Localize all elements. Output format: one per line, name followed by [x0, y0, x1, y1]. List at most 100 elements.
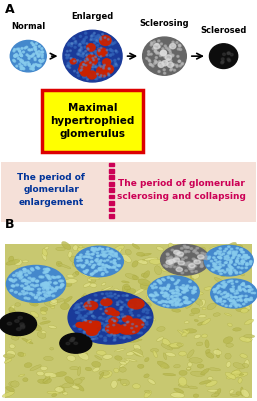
Circle shape — [167, 298, 170, 300]
Ellipse shape — [176, 290, 182, 294]
Circle shape — [170, 43, 176, 49]
Circle shape — [234, 254, 237, 256]
Circle shape — [79, 43, 81, 45]
Ellipse shape — [177, 343, 182, 347]
Circle shape — [127, 336, 130, 338]
Circle shape — [102, 273, 104, 274]
Circle shape — [120, 307, 122, 308]
Circle shape — [38, 288, 41, 290]
Ellipse shape — [236, 392, 241, 395]
Circle shape — [20, 276, 23, 277]
Ellipse shape — [240, 273, 244, 276]
Circle shape — [106, 248, 109, 249]
Circle shape — [102, 251, 104, 253]
Circle shape — [249, 287, 251, 288]
Ellipse shape — [89, 283, 97, 287]
Circle shape — [229, 269, 232, 271]
Circle shape — [95, 51, 97, 53]
Circle shape — [90, 274, 93, 275]
Circle shape — [247, 257, 249, 258]
Circle shape — [103, 298, 106, 300]
Circle shape — [44, 286, 48, 288]
Circle shape — [170, 60, 172, 62]
Ellipse shape — [161, 344, 172, 350]
Ellipse shape — [191, 273, 199, 279]
Ellipse shape — [3, 354, 15, 358]
Circle shape — [100, 269, 103, 271]
Circle shape — [226, 255, 229, 257]
Circle shape — [14, 55, 16, 57]
Circle shape — [188, 262, 190, 263]
Circle shape — [91, 315, 94, 317]
Circle shape — [154, 51, 157, 53]
Circle shape — [122, 316, 124, 318]
Circle shape — [92, 49, 95, 51]
Circle shape — [9, 278, 12, 280]
Ellipse shape — [92, 361, 101, 367]
Circle shape — [170, 260, 173, 262]
Circle shape — [85, 320, 87, 321]
Circle shape — [245, 298, 247, 300]
Ellipse shape — [87, 325, 93, 329]
Circle shape — [33, 285, 36, 287]
Circle shape — [13, 50, 15, 52]
Circle shape — [169, 302, 171, 303]
Circle shape — [176, 295, 179, 297]
Circle shape — [86, 331, 89, 332]
Circle shape — [154, 44, 160, 49]
Circle shape — [97, 67, 99, 69]
Circle shape — [241, 263, 244, 265]
Ellipse shape — [162, 338, 170, 347]
Circle shape — [60, 285, 63, 287]
Ellipse shape — [128, 339, 142, 342]
Circle shape — [158, 40, 160, 42]
Circle shape — [44, 284, 47, 286]
Ellipse shape — [74, 379, 82, 384]
Circle shape — [238, 263, 241, 264]
Circle shape — [242, 288, 244, 290]
Circle shape — [218, 253, 221, 254]
Circle shape — [250, 261, 252, 262]
Circle shape — [86, 58, 88, 59]
Circle shape — [176, 65, 178, 67]
Circle shape — [246, 263, 248, 265]
Circle shape — [116, 302, 118, 303]
Ellipse shape — [114, 245, 124, 252]
Circle shape — [159, 281, 161, 282]
Circle shape — [219, 299, 221, 301]
Circle shape — [95, 338, 98, 339]
Ellipse shape — [169, 343, 183, 348]
Ellipse shape — [193, 394, 199, 397]
Circle shape — [103, 71, 105, 73]
Circle shape — [86, 320, 88, 322]
Circle shape — [67, 56, 69, 58]
Circle shape — [169, 49, 171, 51]
Ellipse shape — [144, 391, 151, 398]
Circle shape — [242, 284, 244, 285]
Circle shape — [113, 260, 115, 261]
Ellipse shape — [125, 320, 136, 327]
Circle shape — [75, 61, 78, 63]
Circle shape — [102, 330, 104, 331]
Ellipse shape — [118, 379, 121, 381]
Ellipse shape — [41, 290, 46, 296]
Circle shape — [100, 66, 102, 67]
Circle shape — [188, 264, 191, 265]
Circle shape — [78, 316, 81, 318]
Circle shape — [114, 316, 116, 317]
Circle shape — [102, 73, 104, 75]
Circle shape — [200, 266, 203, 267]
Circle shape — [171, 249, 174, 251]
Circle shape — [162, 287, 165, 289]
Circle shape — [48, 278, 51, 280]
Ellipse shape — [30, 365, 41, 371]
Circle shape — [94, 74, 96, 76]
Circle shape — [249, 263, 252, 265]
Ellipse shape — [120, 361, 126, 365]
Circle shape — [44, 282, 47, 284]
Circle shape — [116, 265, 118, 266]
Circle shape — [231, 283, 234, 284]
Circle shape — [77, 257, 79, 258]
Circle shape — [112, 255, 115, 257]
Ellipse shape — [226, 362, 231, 367]
